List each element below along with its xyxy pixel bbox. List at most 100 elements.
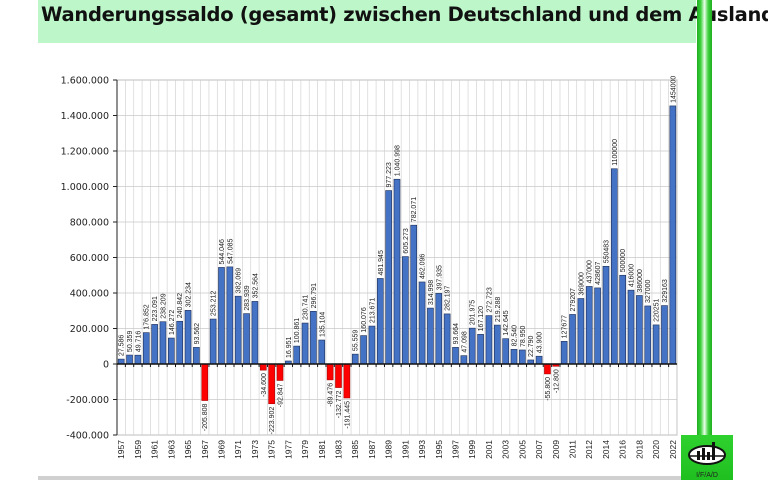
data-label: 352.564 xyxy=(252,273,259,298)
bar xyxy=(234,295,242,365)
x-tick-label: 2014 xyxy=(601,440,611,459)
data-label: 547.085 xyxy=(227,238,234,263)
data-label: 272.723 xyxy=(486,287,493,312)
x-tick-label: 1999 xyxy=(467,440,477,459)
bar xyxy=(368,325,376,365)
bar xyxy=(335,363,342,388)
data-label: 27.586 xyxy=(119,335,126,357)
x-tick-label: 2007 xyxy=(534,440,544,459)
data-label: 314.998 xyxy=(428,280,435,305)
data-label: -223.902 xyxy=(269,407,276,435)
y-tick-label: 600.000 xyxy=(70,253,109,264)
bar xyxy=(427,307,434,365)
data-label: -89.476 xyxy=(328,383,335,407)
data-label: 127677 xyxy=(562,315,569,338)
data-label: 437000 xyxy=(587,260,594,283)
data-label: 176.852 xyxy=(144,304,151,329)
x-tick-label: 1981 xyxy=(317,440,327,459)
data-label: 977.223 xyxy=(386,162,393,187)
x-tick-label: 1993 xyxy=(417,440,427,459)
bar xyxy=(410,224,418,365)
y-tick-label: -200.000 xyxy=(66,395,109,406)
data-label: 462.096 xyxy=(420,254,427,279)
x-tick-label: 2011 xyxy=(568,440,578,459)
x-tick-label: 1977 xyxy=(283,440,293,459)
bar xyxy=(218,267,225,365)
bar xyxy=(134,354,142,365)
x-tick-label: 1963 xyxy=(166,440,176,459)
y-tick-label: 800.000 xyxy=(70,218,109,229)
data-label: 369000 xyxy=(578,272,585,295)
data-label: 782.071 xyxy=(411,197,418,222)
data-label: 253.212 xyxy=(211,291,218,316)
data-label: 238.209 xyxy=(160,293,167,318)
data-label: 146.272 xyxy=(169,310,176,335)
x-tick-label: 1959 xyxy=(133,440,143,459)
data-label: 416000 xyxy=(629,264,636,287)
data-label: 1100000 xyxy=(612,139,619,166)
bar xyxy=(301,322,309,365)
y-tick-label: 200.000 xyxy=(70,324,109,335)
bar xyxy=(343,363,351,399)
data-label: 219.288 xyxy=(495,297,502,322)
bar-chart-oval-logo-icon xyxy=(688,442,726,465)
bar xyxy=(184,310,192,365)
bar xyxy=(259,363,267,371)
data-label: 22.790 xyxy=(528,335,535,357)
bar xyxy=(477,334,484,365)
x-tick-label: 1961 xyxy=(150,440,160,459)
bar xyxy=(627,289,635,365)
bar xyxy=(385,190,392,365)
data-label: 1.040.998 xyxy=(395,145,402,176)
bar xyxy=(611,168,618,365)
green-vertical-pipe xyxy=(697,0,712,436)
bar xyxy=(577,298,585,365)
data-label: -12.800 xyxy=(553,369,560,393)
bar xyxy=(602,265,610,365)
data-label: 296.791 xyxy=(311,283,318,308)
bar xyxy=(669,105,677,365)
x-tick-label: 2005 xyxy=(517,440,527,459)
bar xyxy=(544,363,551,375)
y-tick-label: 0 xyxy=(103,360,109,371)
title-band xyxy=(38,0,696,43)
bar xyxy=(535,355,543,365)
y-tick-label: 1.600.000 xyxy=(61,76,109,87)
bar xyxy=(376,278,384,365)
bar xyxy=(151,324,158,365)
bar xyxy=(159,321,167,365)
x-tick-label: 1965 xyxy=(183,440,193,459)
bar xyxy=(326,363,334,381)
y-tick-label: 1.200.000 xyxy=(61,147,109,158)
bar xyxy=(251,301,259,365)
bar xyxy=(142,332,150,365)
x-tick-label: 1969 xyxy=(216,440,226,459)
bar xyxy=(460,355,468,365)
data-label: 93.664 xyxy=(453,323,460,345)
x-tick-label: 1973 xyxy=(250,440,260,459)
data-label: 382.069 xyxy=(236,268,243,293)
bar xyxy=(619,274,626,365)
data-label: 397.935 xyxy=(436,265,443,290)
bar xyxy=(585,286,593,365)
bar xyxy=(201,363,209,401)
data-label: 43.900 xyxy=(537,332,544,354)
data-label: 16.951 xyxy=(286,336,293,358)
data-label: 50.359 xyxy=(127,331,134,353)
data-label: 500000 xyxy=(620,249,627,272)
x-tick-label: 1987 xyxy=(367,440,377,459)
bar xyxy=(243,313,250,365)
x-tick-label: 2018 xyxy=(634,440,644,459)
bar xyxy=(168,337,175,365)
bar xyxy=(502,338,509,365)
x-tick-label: 2016 xyxy=(618,440,628,459)
data-label: 213.671 xyxy=(369,298,376,323)
data-label: 230.741 xyxy=(303,295,310,320)
data-label: 49.716 xyxy=(135,331,142,353)
x-tick-label: 1991 xyxy=(400,440,410,459)
ifad-logo: I/F/A/D xyxy=(681,435,733,480)
x-tick-label: 1979 xyxy=(300,440,310,459)
x-tick-label: 1975 xyxy=(267,440,277,459)
x-tick-label: 1995 xyxy=(434,440,444,459)
x-tick-label: 1957 xyxy=(116,440,126,459)
